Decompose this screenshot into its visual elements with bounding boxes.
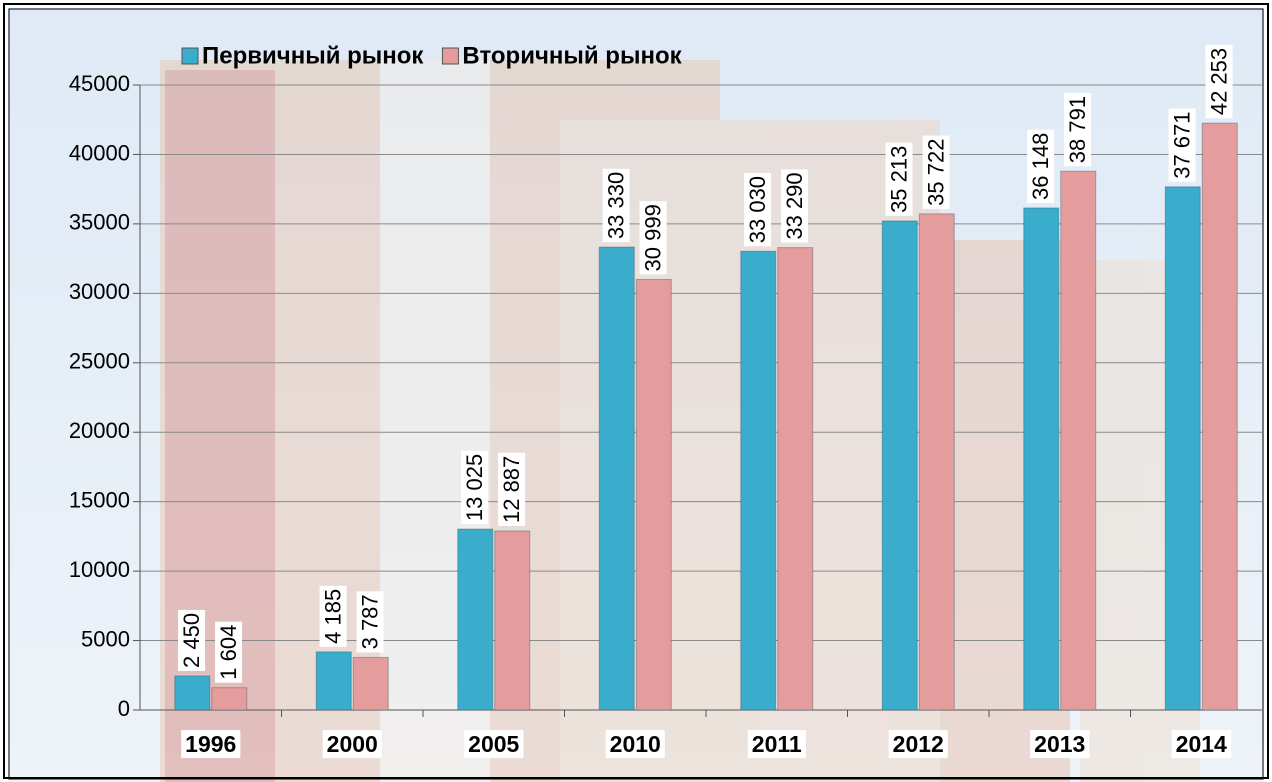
value-label: 36 148 — [1028, 133, 1053, 200]
legend-label: Первичный рынок — [202, 42, 424, 69]
bar — [1165, 187, 1200, 710]
bar — [1202, 123, 1237, 710]
bar — [495, 531, 530, 710]
bar — [1061, 171, 1096, 710]
y-tick-label: 0 — [118, 696, 130, 721]
value-label: 1 604 — [216, 625, 241, 680]
value-label: 38 791 — [1065, 96, 1090, 163]
value-label-group: 33 330 — [603, 169, 630, 242]
x-tick-label: 2005 — [468, 731, 519, 757]
value-label-group: 38 791 — [1064, 93, 1091, 166]
x-tick-label: 2010 — [610, 731, 661, 757]
value-label: 2 450 — [179, 613, 204, 668]
value-label: 35 722 — [924, 139, 949, 206]
value-label: 37 671 — [1170, 111, 1195, 178]
page: Первичный рынок Вторичный рынок 0 5000 1000… — [0, 0, 1272, 782]
bar — [458, 529, 493, 710]
legend-label: Вторичный рынок — [462, 42, 682, 69]
value-label-group: 33 290 — [781, 169, 808, 242]
bar — [316, 652, 351, 710]
value-label-group: 37 671 — [1169, 108, 1196, 181]
x-tick-label: 2013 — [1034, 731, 1085, 757]
x-tick-label: 2011 — [752, 731, 802, 757]
y-tick-label: 5000 — [81, 626, 130, 651]
value-label: 13 025 — [462, 454, 487, 521]
value-label-group: 13 025 — [461, 451, 488, 524]
bar — [919, 214, 954, 710]
value-label: 33 330 — [604, 172, 629, 239]
value-label-group: 2 450 — [178, 610, 205, 671]
bar — [353, 657, 388, 710]
x-tick-label: 2014 — [1176, 731, 1227, 757]
bar — [212, 688, 247, 710]
x-tick-label: 1996 — [185, 731, 236, 757]
value-label-group: 12 887 — [498, 453, 525, 526]
value-label: 4 185 — [321, 589, 346, 644]
value-label: 35 213 — [887, 146, 912, 213]
y-tick-label: 30000 — [69, 279, 130, 304]
legend-swatch — [182, 48, 198, 64]
y-tick-label: 25000 — [69, 349, 130, 374]
value-label-group: 3 787 — [357, 591, 384, 652]
value-label-group: 4 185 — [320, 586, 347, 647]
x-tick-label: 2012 — [893, 731, 944, 757]
x-tick-label: 2000 — [327, 731, 378, 757]
value-label: 12 887 — [499, 456, 524, 523]
value-label: 33 030 — [745, 176, 770, 243]
bar — [882, 221, 917, 710]
y-tick-label: 40000 — [69, 140, 130, 165]
bar — [778, 248, 813, 710]
bar — [741, 251, 776, 710]
value-label: 30 999 — [641, 204, 666, 271]
bar — [1024, 208, 1059, 710]
y-tick-label: 45000 — [69, 71, 130, 96]
value-label-group: 30 999 — [640, 201, 667, 274]
chart: Первичный рынок Вторичный рынок 0 5000 1000… — [0, 0, 1272, 782]
y-tick-label: 35000 — [69, 210, 130, 235]
value-label: 3 787 — [358, 594, 383, 649]
value-label-group: 33 030 — [744, 173, 771, 246]
value-label: 42 253 — [1207, 48, 1232, 115]
value-label-group: 1 604 — [215, 622, 242, 683]
bar — [599, 247, 634, 710]
value-label-group: 35 213 — [886, 143, 913, 216]
value-label-group: 42 253 — [1206, 45, 1233, 118]
legend-swatch — [442, 48, 458, 64]
y-tick-label: 20000 — [69, 418, 130, 443]
y-tick-label: 15000 — [69, 487, 130, 512]
value-label-group: 36 148 — [1027, 130, 1054, 203]
bar — [175, 676, 210, 710]
bar — [636, 279, 671, 710]
value-label: 33 290 — [782, 172, 807, 239]
value-label-group: 35 722 — [923, 136, 950, 209]
y-tick-label: 10000 — [69, 557, 130, 582]
